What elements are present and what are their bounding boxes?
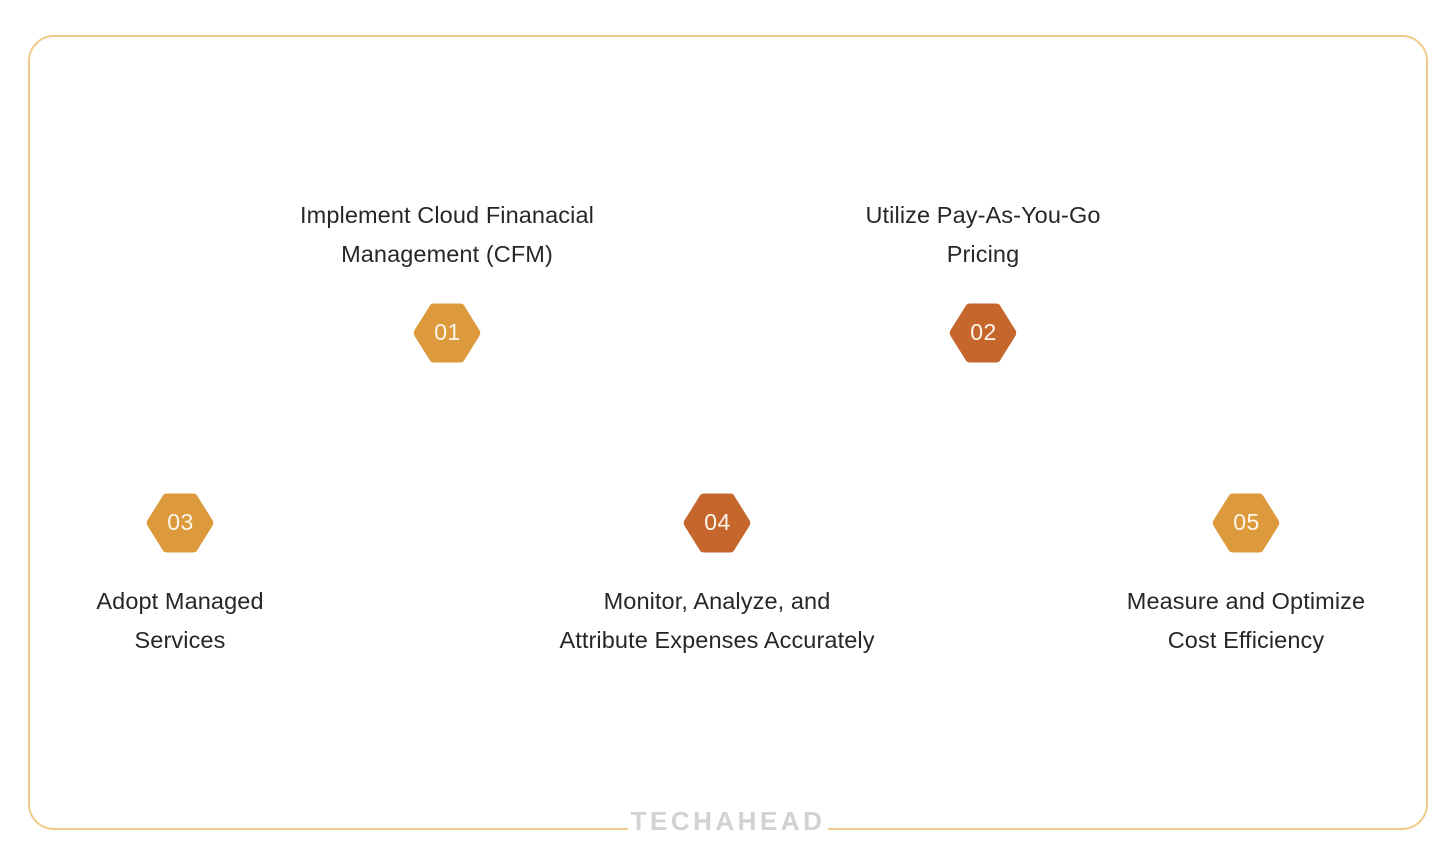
hexagon-shape-02 [949, 303, 1017, 363]
step-number-05: 05 [1233, 509, 1260, 535]
hexagon-shape-01 [413, 303, 481, 363]
hexagon-icon [949, 303, 1017, 363]
outer-card-frame [28, 35, 1428, 830]
step-label-03: Adopt Managed Services [96, 588, 264, 653]
step-badge-03: 03 [144, 492, 216, 554]
hexagon-shape-04 [683, 493, 751, 553]
step-number-02: 02 [970, 319, 997, 345]
step-label-02: Utilize Pay-As-You-Go Pricing [865, 202, 1101, 267]
step-number-03: 03 [167, 509, 194, 535]
step-badge-02: 02 [947, 302, 1019, 364]
hexagon-shape-03 [146, 493, 214, 553]
hexagon-icon [146, 493, 214, 553]
step-item-05: 05 Measure and Optimize Cost Efficiency [1086, 492, 1406, 660]
hexagon-icon [413, 303, 481, 363]
hexagon-shape-05 [1212, 493, 1280, 553]
step-item-01: Implement Cloud Finanacial Management (C… [247, 196, 647, 364]
step-item-02: Utilize Pay-As-You-Go Pricing 02 [813, 196, 1153, 364]
step-number-01: 01 [434, 319, 461, 345]
step-label-04: Monitor, Analyze, and Attribute Expenses… [559, 588, 875, 653]
step-item-04: 04 Monitor, Analyze, and Attribute Expen… [497, 492, 937, 660]
hexagon-icon [683, 493, 751, 553]
hexagon-icon [1212, 493, 1280, 553]
footer-border-gap [628, 818, 828, 844]
techahead-watermark-logo: TECHAHEAD [630, 806, 826, 836]
step-label-01: Implement Cloud Finanacial Management (C… [300, 202, 594, 267]
step-label-05: Measure and Optimize Cost Efficiency [1126, 588, 1366, 653]
step-badge-01: 01 [411, 302, 483, 364]
step-item-03: 03 Adopt Managed Services [20, 492, 340, 660]
step-badge-04: 04 [681, 492, 753, 554]
step-number-04: 04 [704, 509, 731, 535]
step-badge-05: 05 [1210, 492, 1282, 554]
